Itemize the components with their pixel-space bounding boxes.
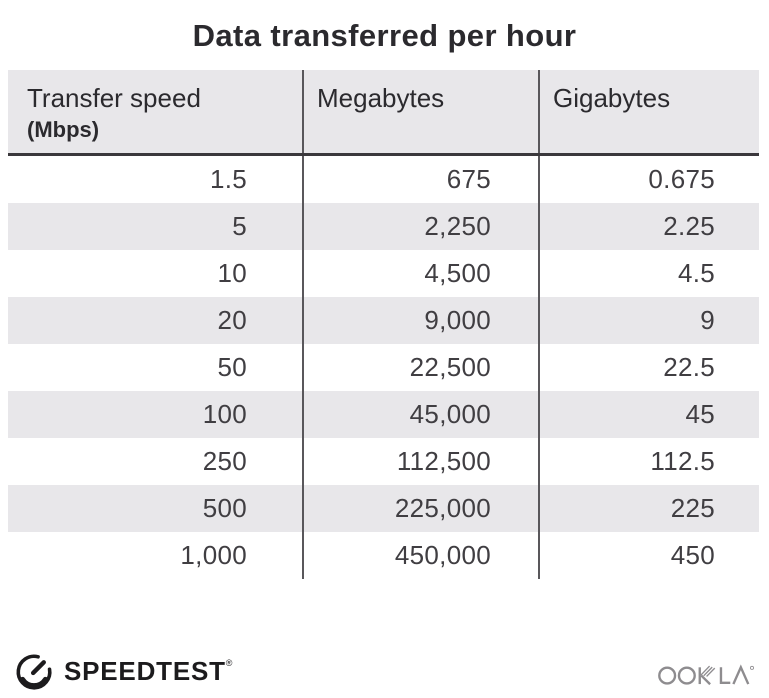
speedtest-wordmark: SPEEDTEST® bbox=[64, 655, 234, 686]
table-cell: 500 bbox=[202, 493, 247, 523]
table-cell: 50 bbox=[217, 352, 247, 382]
ookla-logo bbox=[657, 658, 757, 693]
table-cell: 2.25 bbox=[538, 203, 759, 250]
table-row: 5 2,250 2.25 bbox=[8, 203, 759, 250]
table-cell: 1,000 bbox=[180, 540, 247, 570]
table-cell: 250 bbox=[202, 446, 247, 476]
header-cell-transfer-speed: Transfer speed (Mbps) bbox=[8, 70, 302, 153]
header-label: Megabytes bbox=[317, 83, 445, 113]
data-table: Transfer speed (Mbps) Megabytes Gigabyte… bbox=[8, 70, 759, 579]
header-unit-label: (Mbps) bbox=[27, 117, 100, 143]
table-body: 1.5 675 0.675 5 2,250 2.25 10 4,500 4.5 20 9,000 9 5… bbox=[8, 156, 759, 579]
table-header-row: Transfer speed (Mbps) Megabytes Gigabyte… bbox=[8, 70, 759, 156]
table-cell: 112,500 bbox=[302, 438, 538, 485]
speedtest-logo: SPEEDTEST® bbox=[13, 650, 233, 692]
table-cell: 9 bbox=[538, 297, 759, 344]
table-cell: 9,000 bbox=[302, 297, 538, 344]
table-row: 250 112,500 112.5 bbox=[8, 438, 759, 485]
table-row: 500 225,000 225 bbox=[8, 485, 759, 532]
table-cell: 675 bbox=[302, 156, 538, 203]
page-title: Data transferred per hour bbox=[192, 18, 577, 53]
table-cell: 45,000 bbox=[302, 391, 538, 438]
table-cell: 2,250 bbox=[302, 203, 538, 250]
table-cell: 22.5 bbox=[538, 344, 759, 391]
table-row: 20 9,000 9 bbox=[8, 297, 759, 344]
table-cell: 450 bbox=[538, 532, 759, 579]
table-cell: 4.5 bbox=[538, 250, 759, 297]
header-cell-gigabytes: Gigabytes bbox=[538, 70, 759, 153]
table-cell: 450,000 bbox=[302, 532, 538, 579]
table-row: 100 45,000 45 bbox=[8, 391, 759, 438]
table-row: 10 4,500 4.5 bbox=[8, 250, 759, 297]
ookla-wordmark-icon bbox=[657, 664, 757, 692]
table-cell: 100 bbox=[202, 399, 247, 429]
table-cell: 0.675 bbox=[538, 156, 759, 203]
table-cell: 225 bbox=[538, 485, 759, 532]
table-row: 1.5 675 0.675 bbox=[8, 156, 759, 203]
table-cell: 1.5 bbox=[209, 164, 247, 194]
header-label: Gigabytes bbox=[553, 83, 671, 113]
table-cell: 22,500 bbox=[302, 344, 538, 391]
table-row: 1,000 450,000 450 bbox=[8, 532, 759, 579]
header-cell-megabytes: Megabytes bbox=[302, 70, 538, 153]
table-cell: 4,500 bbox=[302, 250, 538, 297]
table-cell: 112.5 bbox=[538, 438, 759, 485]
table-cell: 225,000 bbox=[302, 485, 538, 532]
header-label: Transfer speed bbox=[27, 83, 201, 113]
table-cell: 45 bbox=[538, 391, 759, 438]
table-cell: 10 bbox=[217, 258, 247, 288]
speedtest-gauge-icon bbox=[13, 650, 55, 692]
registered-trademark-icon: ® bbox=[225, 657, 234, 668]
table-row: 50 22,500 22.5 bbox=[8, 344, 759, 391]
table-cell: 5 bbox=[232, 211, 247, 241]
table-cell: 20 bbox=[217, 305, 247, 335]
